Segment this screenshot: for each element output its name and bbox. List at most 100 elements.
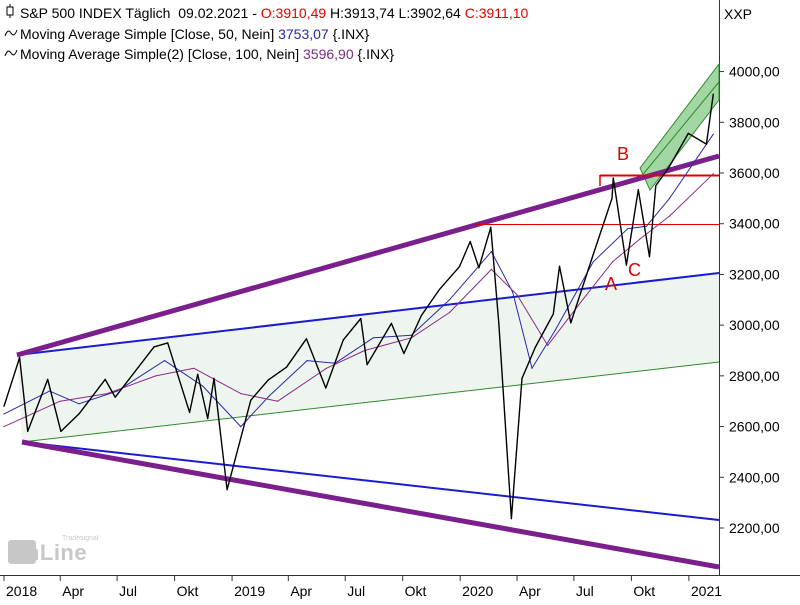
watermark-box (8, 540, 36, 564)
annotation-b: B (617, 144, 629, 164)
ma100-point (240, 393, 242, 395)
ma100-point (193, 367, 195, 369)
x-tick-label: 2021 (691, 583, 722, 599)
x-tick-label: Okt (177, 583, 199, 599)
price-point (213, 377, 215, 379)
y-tick-label: 3000,00 (729, 317, 780, 333)
ma100-value: 3596,90 (303, 46, 354, 62)
price-point (197, 373, 199, 375)
tradesignal-watermark: onLine Tradesignal (8, 535, 99, 565)
legend-price: S&P 500 INDEX Täglich 09.02.2021 - O:391… (4, 3, 528, 24)
high-value: H:3913,74 (330, 5, 395, 21)
price-point (469, 240, 471, 243)
series-layer (3, 93, 714, 520)
watermark-small: Tradesignal (62, 535, 99, 542)
purple-lower-trendline (21, 439, 720, 570)
ma50-point (512, 291, 514, 293)
ma50-point (531, 367, 533, 369)
ma50-point (490, 251, 492, 253)
ma50-point (592, 261, 594, 263)
x-axis: 2018 Apr Jul Okt 2019 Apr Jul Okt 2020 Apr Jul Okt 2… (3, 575, 722, 599)
symbol-label: S&P 500 INDEX Täglich (20, 5, 171, 21)
price-point (27, 430, 29, 432)
ma50-line (3, 133, 714, 428)
ma50-suffix: {.INX} (332, 25, 370, 42)
ma100-point (639, 238, 641, 240)
ma50-point (448, 299, 451, 301)
price-point (47, 378, 49, 380)
date-label: 09.02.2021 (178, 5, 249, 21)
price-point (655, 185, 657, 187)
price-point (592, 255, 594, 257)
ma100-point (106, 393, 108, 395)
price-point (60, 430, 62, 432)
price-point (648, 256, 651, 258)
ma100-point (490, 268, 492, 270)
ma50-point (554, 329, 556, 331)
ma50-point (372, 337, 374, 339)
price-point (342, 339, 344, 341)
ma50-point (268, 395, 270, 397)
ma50-point (240, 426, 242, 428)
price-point (712, 93, 714, 95)
price-point (366, 364, 368, 366)
green-channel (639, 62, 720, 191)
y-tick-label: 2400,00 (729, 469, 780, 485)
legend-ma50: Moving Average Simple [Close, 50, Nein] … (4, 24, 528, 45)
ma100-point (448, 311, 451, 314)
x-tick-label: 2019 (234, 583, 265, 599)
x-tick-label: Jul (576, 583, 594, 599)
channel-shading (17, 273, 719, 442)
ma100-point (547, 344, 549, 346)
price-point (668, 166, 670, 168)
price-point (420, 314, 422, 317)
y-axis: XXP 4000,00 3800,00 3600,00 3400,00 3200,00 3… (719, 6, 780, 536)
y-tick-label: 2200,00 (729, 520, 780, 536)
x-tick-label: 2020 (462, 583, 493, 599)
ma50-point (164, 360, 166, 362)
price-point (104, 378, 106, 380)
trend-drawings (0, 0, 800, 576)
price-point (325, 387, 327, 389)
price-point (625, 264, 628, 266)
ma50-point (3, 413, 5, 415)
price-point (114, 396, 116, 398)
price-point (521, 377, 523, 379)
price-point (705, 143, 708, 145)
y-tick-label: 3200,00 (729, 266, 780, 282)
annotation-a: A (605, 274, 617, 294)
ma50-point (712, 133, 714, 135)
price-point (558, 265, 561, 267)
price-point (552, 313, 554, 315)
x-tick-label: Okt (405, 583, 427, 599)
ma100-point (3, 426, 5, 428)
open-value: O:3910,49 (260, 5, 327, 21)
price-point (285, 366, 288, 368)
price-point (478, 267, 480, 269)
ma50-value: 3753,07 (278, 25, 329, 42)
y-tick-label: 2600,00 (729, 419, 780, 435)
price-point (490, 226, 492, 228)
x-tick-label: Jul (347, 583, 365, 599)
candle-icon (4, 3, 18, 24)
ma100-point (277, 400, 279, 402)
green-channel-mid (639, 81, 720, 179)
price-point (438, 288, 441, 290)
price-point (390, 322, 392, 324)
price-point (167, 342, 169, 344)
blue-upper-trendline (16, 272, 720, 356)
price-point (153, 346, 155, 348)
y-tick-label: 2800,00 (729, 368, 780, 384)
ma100-point (516, 294, 518, 296)
price-point (637, 189, 639, 191)
price-point (570, 322, 572, 324)
ma50-point (645, 225, 648, 227)
price-point (226, 489, 228, 491)
blue-lower-trendline (21, 441, 720, 521)
ma50-point (78, 403, 80, 405)
price-point (612, 177, 614, 179)
price-point (498, 323, 500, 325)
wave-icon (4, 44, 18, 65)
ma100-point (59, 400, 61, 402)
